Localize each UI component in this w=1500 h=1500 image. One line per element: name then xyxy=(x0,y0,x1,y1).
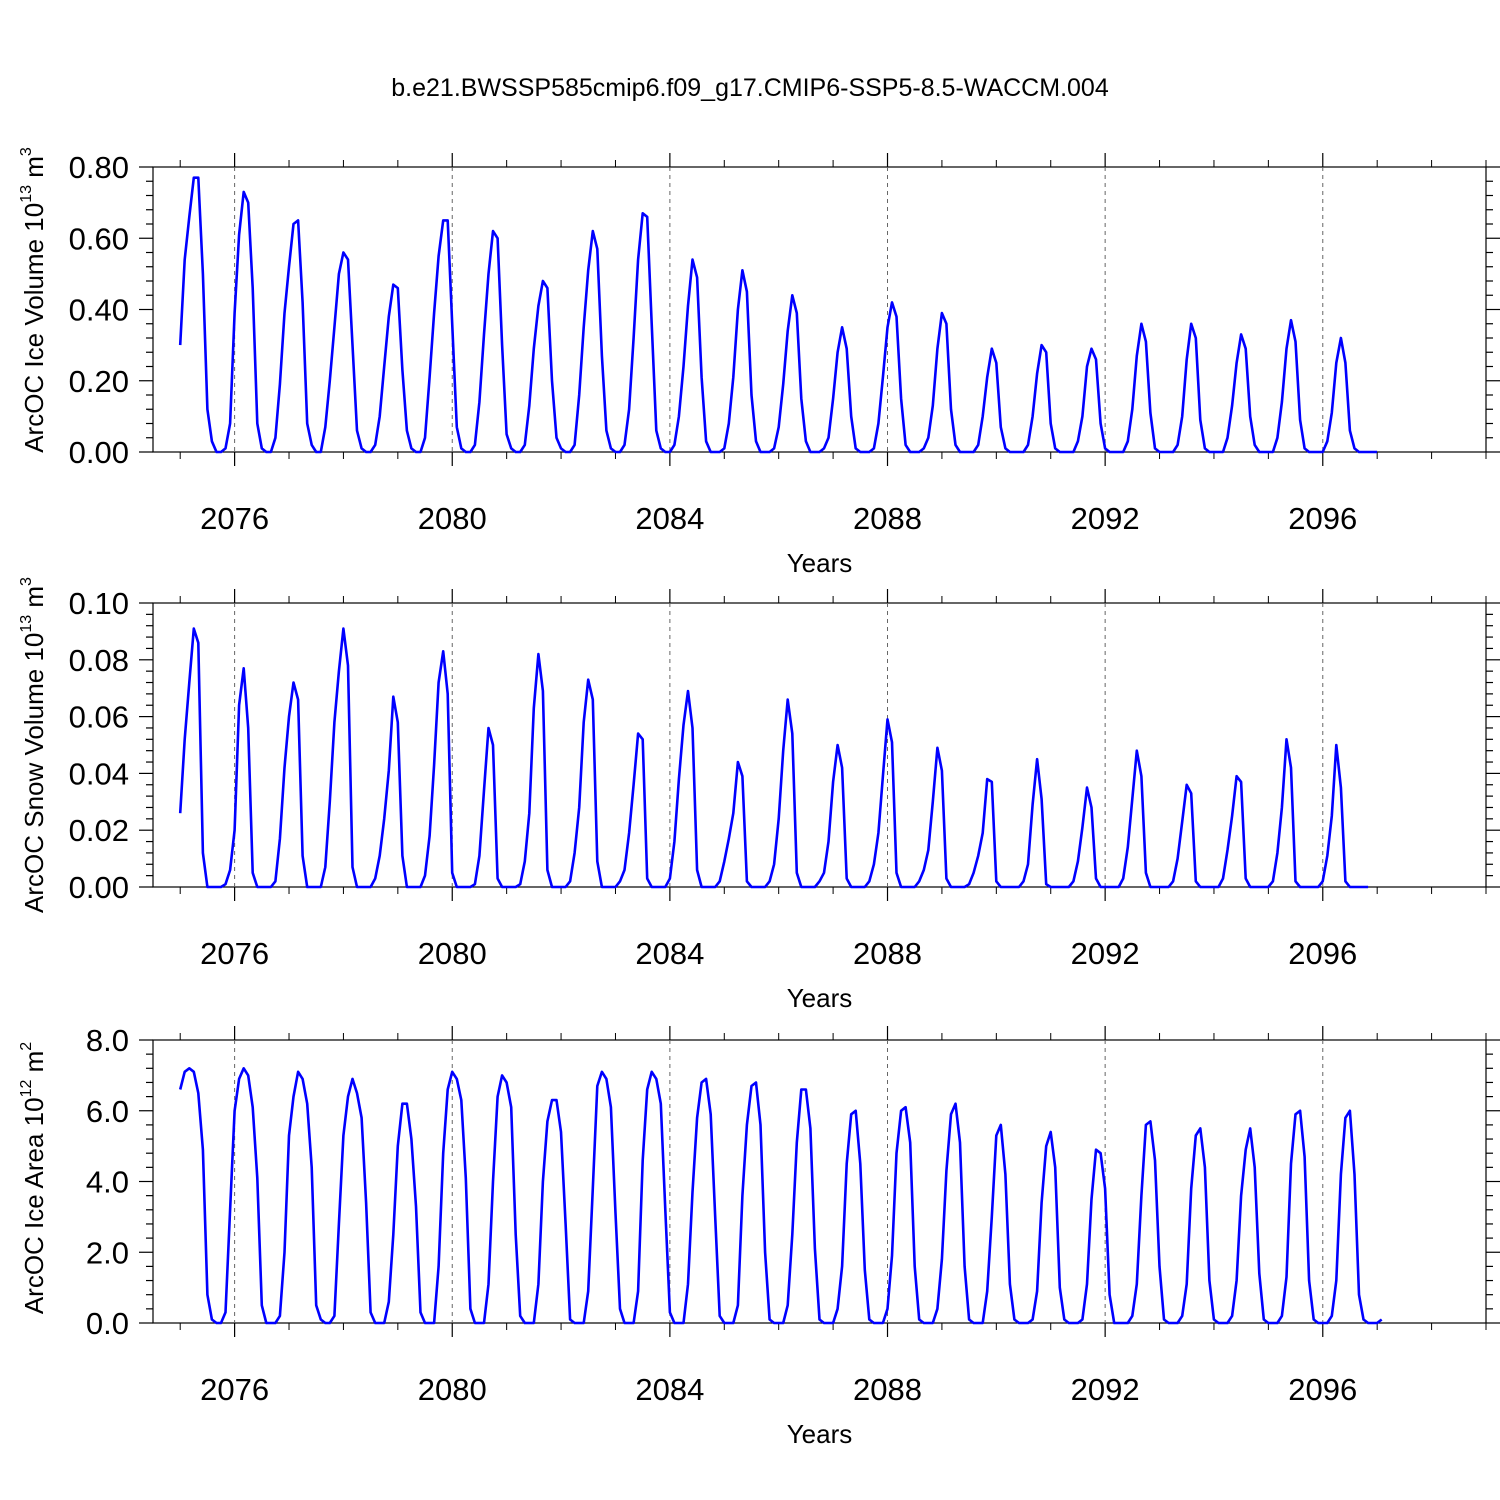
x-tick-label: 2076 xyxy=(200,936,269,971)
plot-frame xyxy=(152,166,1487,453)
x-tick-label: 2076 xyxy=(200,501,269,536)
x-tick-label: 2084 xyxy=(635,1372,704,1407)
y-tick-label: 0.04 xyxy=(69,756,129,791)
y-tick-label: 0.08 xyxy=(69,643,129,678)
y-tick-label: 0.80 xyxy=(69,150,129,185)
y-tick-label: 0.10 xyxy=(69,586,129,621)
y-tick-label: 6.0 xyxy=(86,1094,129,1129)
chart-panel-3: 2076 2080 2084 2088 2092 2096 0.0 2.0 4.0 6.0 8.0 Y… xyxy=(18,1023,1500,1449)
chart-panel-1: 2076 2080 2084 2088 2092 2096 0.00 0.20 0.40 0.60… xyxy=(18,147,1500,578)
y-tick-label: 8.0 xyxy=(86,1023,129,1058)
y-tick-label: 2.0 xyxy=(86,1235,129,1270)
y-tick-label: 0.40 xyxy=(69,293,129,328)
x-tick-label: 2080 xyxy=(418,1372,487,1407)
x-tick-label: 2096 xyxy=(1288,501,1357,536)
y-tick-label: 0.20 xyxy=(69,364,129,399)
x-tick-label: 2088 xyxy=(853,1372,922,1407)
x-tick-label: 2096 xyxy=(1288,936,1357,971)
x-tick-label: 2084 xyxy=(635,501,704,536)
data-series-line xyxy=(178,627,1369,889)
data-series-line xyxy=(178,176,1378,454)
x-axis-title: Years xyxy=(787,548,853,578)
y-axis-title: ArcOC Ice Area 1012 m2 xyxy=(18,1042,49,1314)
x-tick-label: 2080 xyxy=(418,501,487,536)
data-series-line xyxy=(178,1067,1383,1325)
y-axis-title: ArcOC Snow Volume 1013 m3 xyxy=(18,577,49,913)
x-tick-label: 2096 xyxy=(1288,1372,1357,1407)
y-axis-title: ArcOC Ice Volume 1013 m3 xyxy=(18,147,49,453)
x-axis-title: Years xyxy=(787,983,853,1013)
y-tick-label: 0.02 xyxy=(69,813,129,848)
x-tick-label: 2092 xyxy=(1071,936,1140,971)
chart-title: b.e21.BWSSP585cmip6.f09_g17.CMIP6-SSP5-8… xyxy=(391,74,1109,102)
y-tick-label: 4.0 xyxy=(86,1165,129,1200)
y-tick-label: 0.06 xyxy=(69,700,129,735)
y-tick-label: 0.00 xyxy=(69,870,129,905)
y-tick-label: 0.60 xyxy=(69,221,129,256)
y-tick-label: 0.00 xyxy=(69,435,129,470)
y-tick-label: 0.0 xyxy=(86,1306,129,1341)
plot-frame xyxy=(152,602,1487,888)
x-tick-label: 2076 xyxy=(200,1372,269,1407)
chart-panel-2: 2076 2080 2084 2088 2092 2096 0.00 0.02 0.04 0.06… xyxy=(18,577,1500,1013)
x-tick-label: 2092 xyxy=(1071,501,1140,536)
x-tick-label: 2080 xyxy=(418,936,487,971)
x-tick-label: 2092 xyxy=(1071,1372,1140,1407)
x-axis-title: Years xyxy=(787,1419,853,1449)
x-tick-label: 2088 xyxy=(853,936,922,971)
x-tick-label: 2088 xyxy=(853,501,922,536)
x-tick-label: 2084 xyxy=(635,936,704,971)
